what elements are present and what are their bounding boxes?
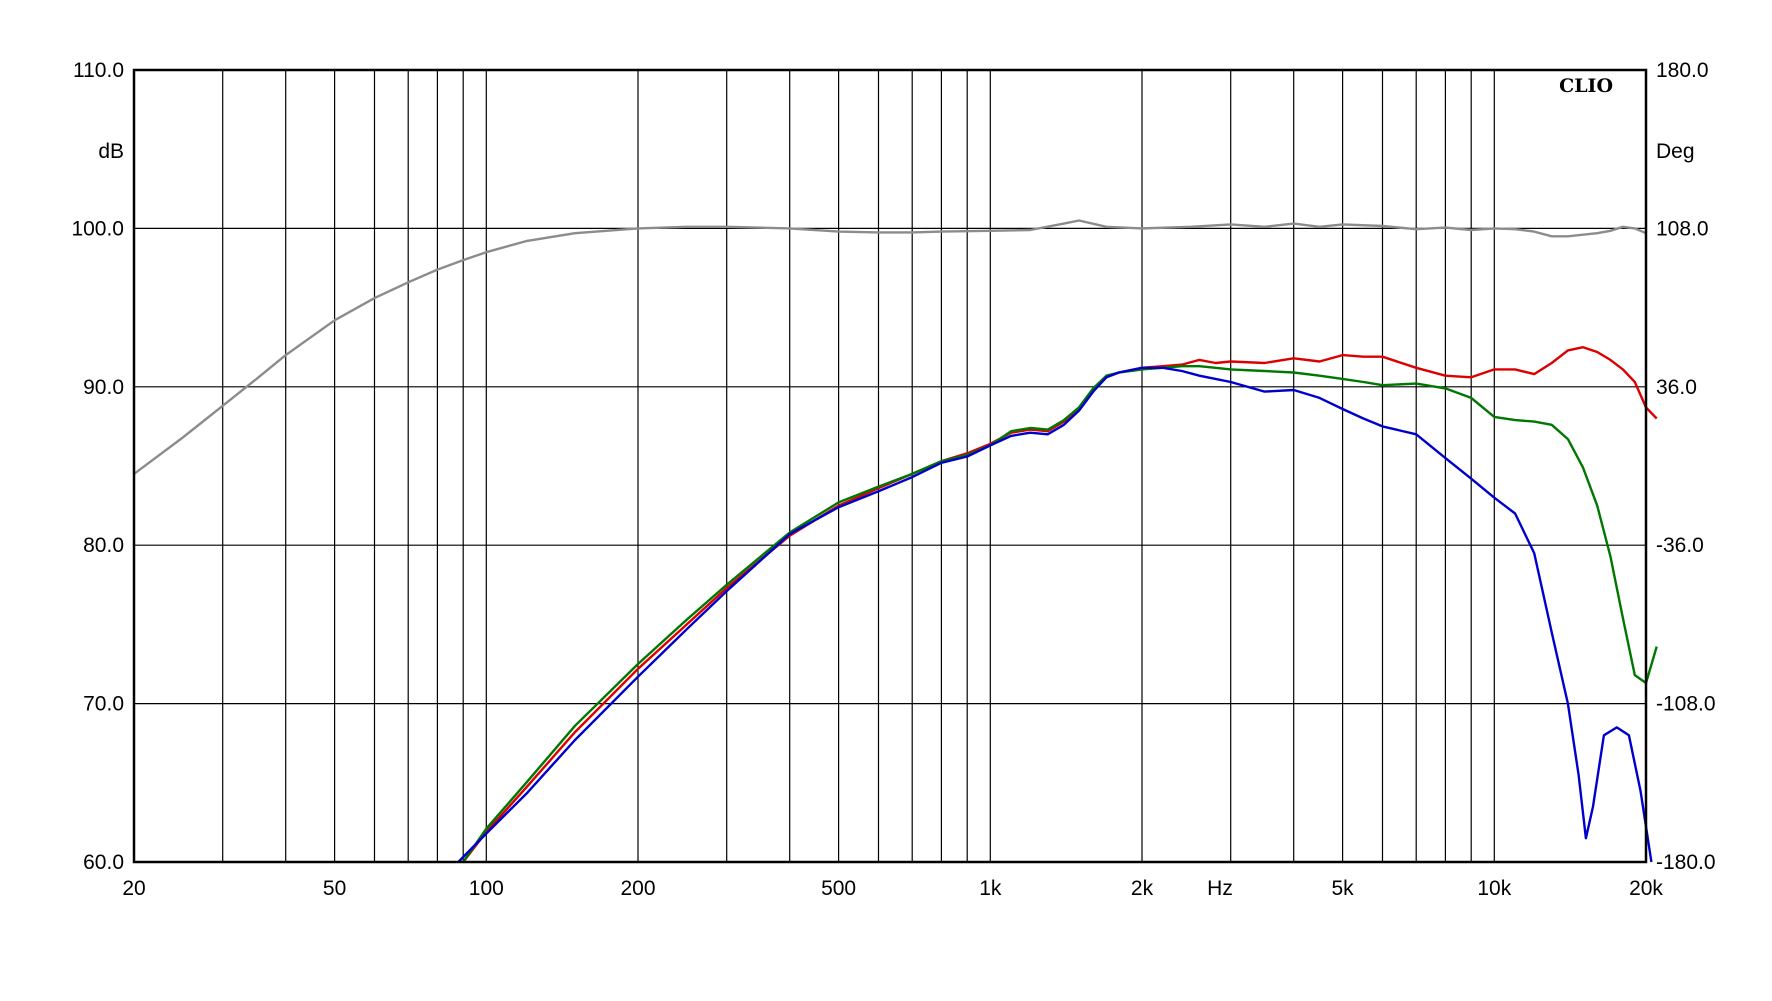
grid (133, 70, 1647, 862)
clio-brand-label: CLIO (1559, 75, 1613, 97)
x-axis-unit-label: Hz (1207, 877, 1233, 900)
x-tick-label: 2k (1131, 877, 1154, 900)
x-tick-label: 500 (821, 877, 856, 900)
x-tick-label: 1k (979, 877, 1002, 900)
series-line-4 (457, 366, 1653, 863)
series-line-3 (462, 365, 1658, 863)
y-right-tick-label: -36.0 (1656, 534, 1704, 557)
y-left-tick-label: 80.0 (83, 534, 124, 557)
y-right-tick-label: 180.0 (1656, 59, 1709, 82)
x-tick-label: 20 (122, 877, 145, 900)
y-right-tick-label: 108.0 (1656, 217, 1709, 240)
y-left-tick-label: 100.0 (71, 217, 124, 240)
right-axis-unit-label: Deg (1656, 140, 1695, 163)
x-tick-label: 200 (620, 877, 655, 900)
y-left-tick-label: 70.0 (83, 693, 124, 716)
x-tick-label: 50 (323, 877, 346, 900)
x-tick-label: 5k (1332, 877, 1355, 900)
x-tick-label: 100 (469, 877, 504, 900)
series-line-1 (133, 219, 1647, 475)
x-tick-label: 10k (1477, 877, 1511, 900)
plot-frame (132, 68, 1648, 864)
tick-labels: 20 50 100 200 500 1k 2k 5k 10k 20k 110.0 180.0 100.0… (71, 59, 1715, 900)
y-right-tick-label: 36.0 (1656, 376, 1697, 399)
y-left-tick-label: 90.0 (83, 376, 124, 399)
y-right-tick-label: -108.0 (1656, 693, 1716, 716)
left-axis-unit-label: dB (98, 140, 124, 163)
series-line-2 (462, 346, 1658, 863)
y-left-tick-label: 60.0 (83, 851, 124, 874)
x-tick-label: 20k (1629, 877, 1663, 900)
plot-border (132, 68, 1648, 864)
y-left-tick-label: 110.0 (73, 59, 124, 82)
y-right-tick-label: -180.0 (1656, 851, 1716, 874)
series-group (133, 219, 1658, 863)
